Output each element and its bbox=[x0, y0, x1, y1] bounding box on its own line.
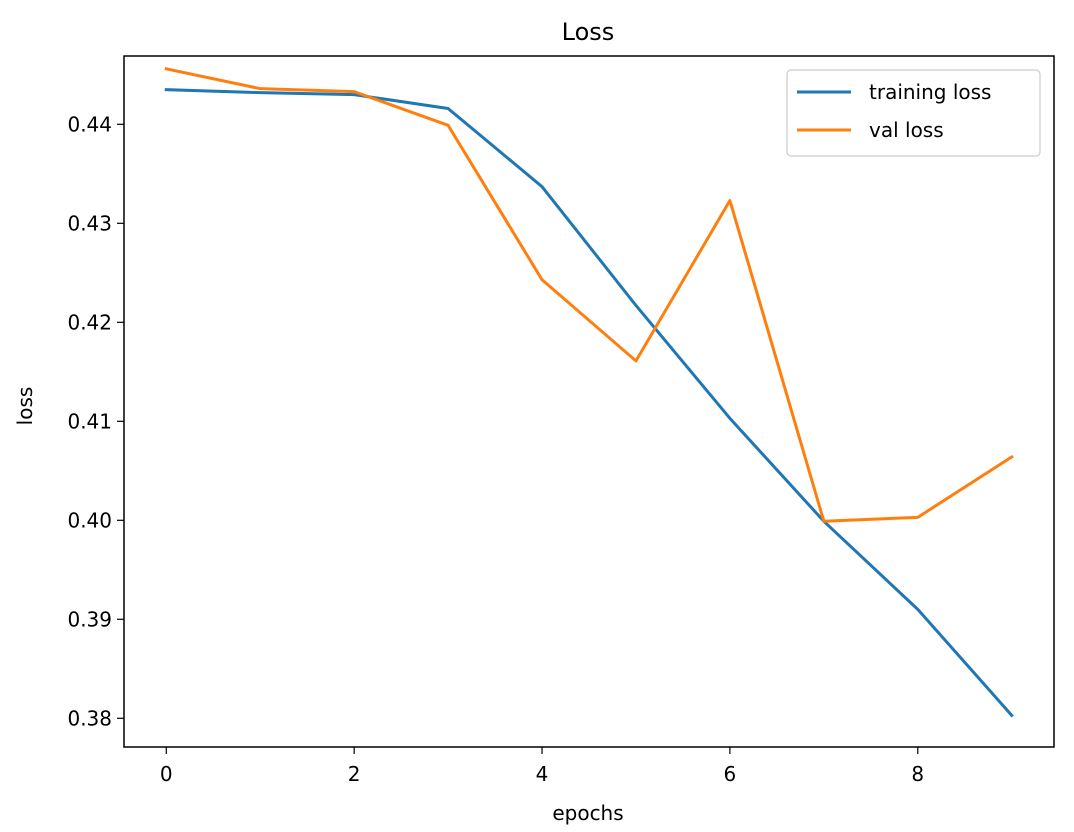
x-tick-label: 0 bbox=[160, 762, 173, 786]
x-axis-ticks: 0 2 4 6 8 bbox=[160, 747, 924, 786]
legend-label-val-loss: val loss bbox=[869, 118, 944, 142]
y-tick-label: 0.43 bbox=[67, 211, 112, 235]
chart-title: Loss bbox=[562, 18, 615, 46]
y-tick-label: 0.41 bbox=[67, 409, 112, 433]
x-axis-label: epochs bbox=[552, 801, 623, 825]
series-layer bbox=[164, 67, 1014, 718]
series-line-val-loss bbox=[164, 67, 1014, 523]
axes-frame bbox=[123, 55, 1055, 748]
y-axis-label: loss bbox=[13, 387, 37, 426]
series-line-training-loss bbox=[164, 88, 1014, 718]
y-tick-label: 0.40 bbox=[67, 508, 112, 532]
y-axis-ticks: 0.38 0.39 0.40 0.41 0.42 0.43 0.44 bbox=[67, 112, 124, 730]
y-tick-label: 0.39 bbox=[67, 607, 112, 631]
legend: training loss val loss bbox=[786, 69, 1041, 157]
x-tick-label: 6 bbox=[724, 762, 737, 786]
legend-label-training-loss: training loss bbox=[869, 80, 991, 104]
x-tick-label: 8 bbox=[911, 762, 924, 786]
y-tick-label: 0.38 bbox=[67, 706, 112, 730]
y-tick-label: 0.42 bbox=[67, 310, 112, 334]
y-tick-label: 0.44 bbox=[67, 112, 112, 136]
x-tick-label: 2 bbox=[348, 762, 361, 786]
x-tick-label: 4 bbox=[536, 762, 549, 786]
